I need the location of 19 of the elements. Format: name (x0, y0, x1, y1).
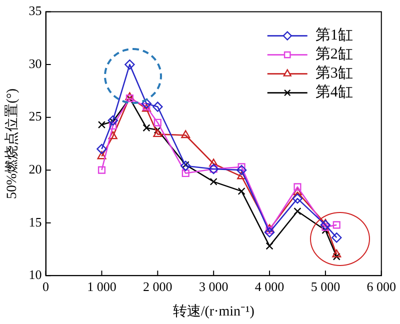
x-tick-label: 3 000 (198, 278, 228, 294)
y-tick-label: 25 (28, 108, 42, 124)
y-tick-label: 20 (28, 162, 42, 176)
x-tick-label: 1 000 (87, 278, 116, 294)
x-tick-label: 6 000 (366, 278, 396, 294)
y-tick-label: 15 (28, 214, 42, 230)
legend-label: 第4缸 (315, 84, 353, 101)
y-axis-title: 50%燃烧点位置(°) (4, 88, 20, 199)
x-tick-label: 5 000 (310, 278, 340, 294)
legend-label: 第3缸 (315, 64, 353, 82)
y-tick-label: 10 (28, 267, 42, 282)
legend-label: 第2缸 (315, 46, 353, 63)
y-tick-label: 30 (28, 56, 42, 71)
x-tick-label: 0 (42, 278, 50, 294)
legend-label: 第1缸 (315, 26, 353, 44)
x-axis-title: 转速/(r·min⁻¹) (172, 303, 255, 320)
x-tick-label: 2 000 (143, 278, 172, 294)
y-tick-label: 35 (28, 3, 42, 18)
x-tick-label: 4 000 (254, 278, 284, 294)
